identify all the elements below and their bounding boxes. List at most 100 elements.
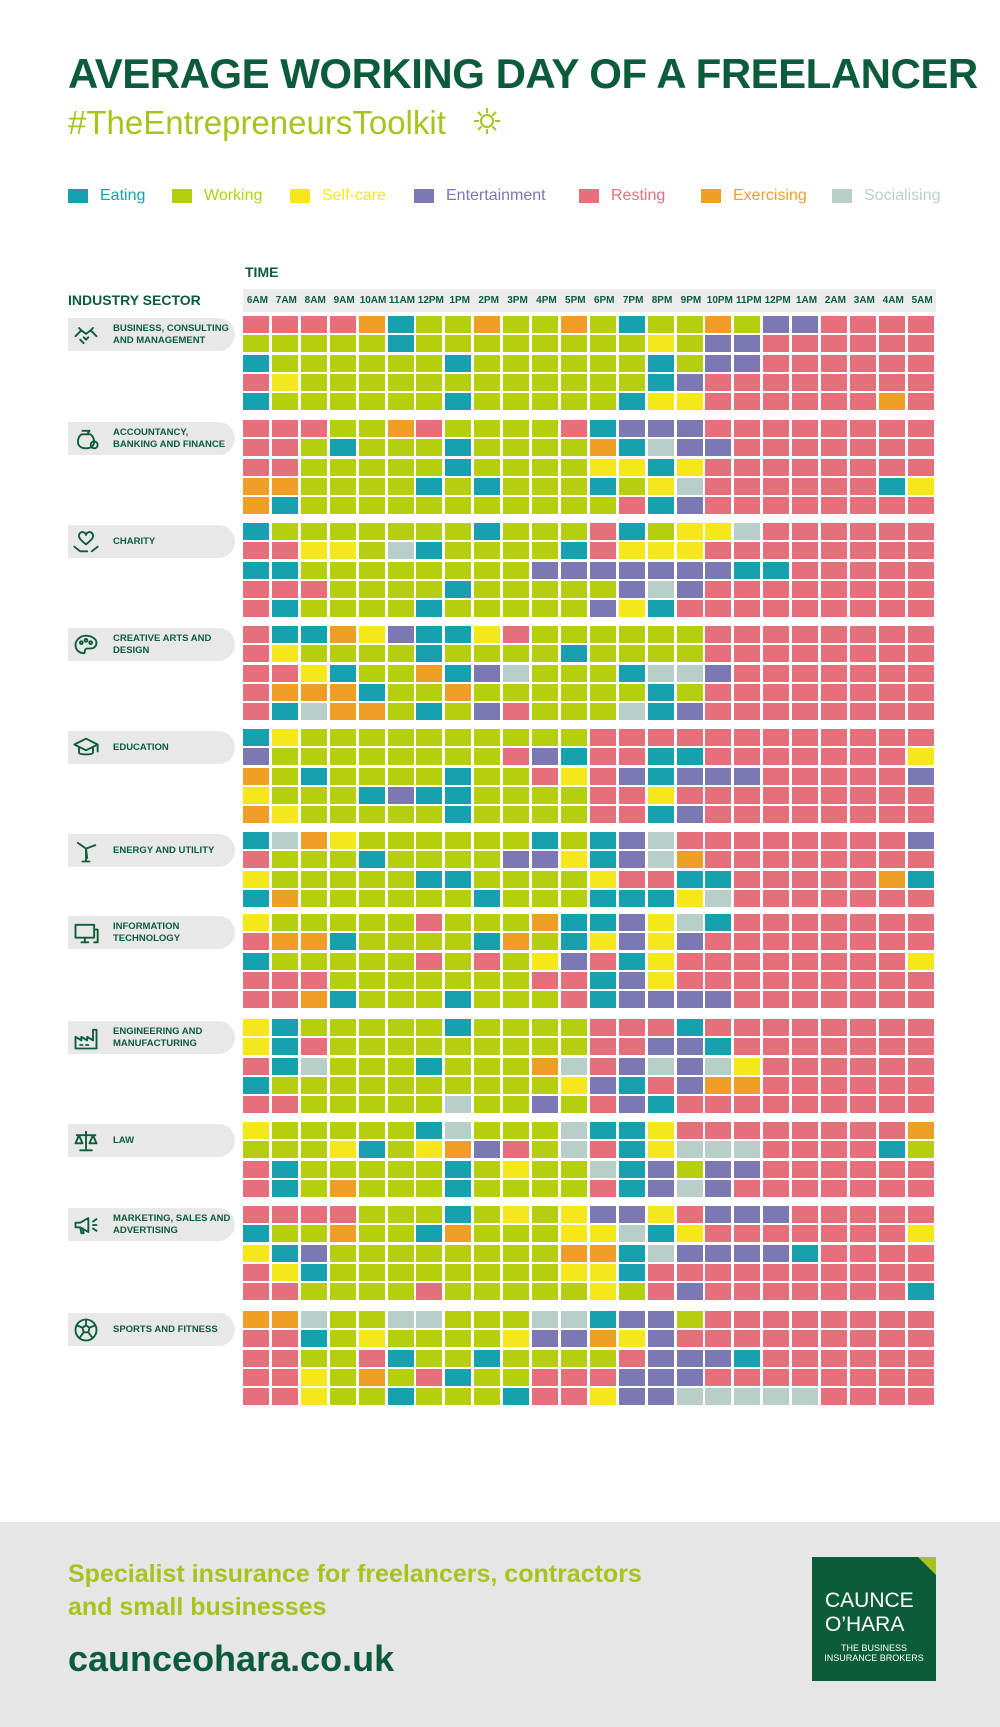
heatmap-cell (300, 806, 327, 824)
heatmap-cell (647, 354, 674, 372)
heatmap-cell (387, 991, 414, 1009)
heatmap-cell (329, 1311, 356, 1328)
computer-icon (72, 919, 100, 952)
heatmap-cell (647, 600, 674, 618)
heatmap-cell (358, 1038, 385, 1056)
heatmap-cell (300, 1096, 327, 1114)
heatmap-cell (589, 1057, 616, 1075)
heatmap-cell (560, 542, 587, 560)
heatmap-cell (243, 870, 269, 888)
heatmap-cell (271, 439, 298, 457)
heatmap-cell (618, 1349, 645, 1367)
heatmap-cell (503, 420, 530, 437)
heatmap-cell (503, 393, 530, 411)
heatmap-cell (676, 497, 703, 515)
heatmap-cell (907, 600, 934, 618)
heatmap-cell (474, 786, 501, 804)
heatmap-cell (849, 561, 876, 579)
heatmap-cell (734, 1122, 761, 1139)
heatmap-cell (358, 1311, 385, 1328)
heatmap-cell (358, 1096, 385, 1114)
sector-name: ENERGY AND UTILITY (113, 845, 215, 856)
heatmap-cell (358, 373, 385, 391)
heatmap-cell (445, 373, 472, 391)
heatmap-cell (792, 393, 819, 411)
heatmap-cell (589, 420, 616, 437)
heatmap-cell (792, 1349, 819, 1367)
heatmap-cell (445, 889, 472, 907)
heatmap-cell (821, 1283, 847, 1301)
heatmap-cell (300, 1057, 327, 1075)
heatmap-cell (878, 1330, 905, 1348)
heatmap-cell (329, 497, 356, 515)
heatmap-cell (358, 664, 385, 682)
heatmap-cell (271, 748, 298, 766)
heatmap-cell (849, 542, 876, 560)
heatmap-cell (416, 439, 443, 457)
heatmap-cell (532, 1244, 558, 1262)
heatmap-cell (705, 1330, 732, 1348)
heatmap-cell (878, 1263, 905, 1281)
heatmap-cell (503, 806, 530, 824)
heatmap-cell (416, 523, 443, 540)
heatmap-cell (618, 561, 645, 579)
heatmap-cell (445, 542, 472, 560)
heatmap-cell (589, 971, 616, 989)
heatmap-cell (647, 786, 674, 804)
heatmap-cell (300, 600, 327, 618)
heatmap-cell (416, 1206, 443, 1223)
heatmap-cell (387, 458, 414, 476)
sector-business-consulting-and-management: BUSINESS, CONSULTING AND MANAGEMENT (68, 318, 235, 351)
heatmap-cell (589, 1122, 616, 1139)
heatmap-cell (734, 683, 761, 701)
hour-tick-label: 11AM (388, 295, 415, 306)
heatmap-cell (416, 971, 443, 989)
heatmap-cell (676, 889, 703, 907)
heatmap-cell (734, 1368, 761, 1386)
heatmap-cell (618, 1244, 645, 1262)
heatmap-cell (878, 393, 905, 411)
heatmap-cell (792, 1096, 819, 1114)
heatmap-cell (243, 335, 269, 353)
heatmap-cell (358, 600, 385, 618)
heatmap-cell (618, 354, 645, 372)
heatmap-cell (474, 645, 501, 663)
heatmap-cell (618, 748, 645, 766)
heatmap-cell (734, 767, 761, 785)
heatmap-cell (618, 439, 645, 457)
heatmap-cell (792, 1330, 819, 1348)
heatmap-cell (878, 354, 905, 372)
heatmap-cell (445, 952, 472, 970)
heatmap-cell (821, 889, 847, 907)
heatmap-cell (532, 373, 558, 391)
heatmap-cell (387, 1225, 414, 1243)
heatmap-cell (243, 991, 269, 1009)
heatmap-cell (474, 1330, 501, 1348)
heatmap-cell (329, 439, 356, 457)
heatmap-cell (503, 477, 530, 495)
heatmap-cell (271, 561, 298, 579)
heatmap-cell (560, 600, 587, 618)
heatmap-cell (907, 1038, 934, 1056)
heatmap-cell (907, 1368, 934, 1386)
heatmap-cell (532, 664, 558, 682)
heatmap-cell (734, 523, 761, 540)
heatmap-cell (300, 889, 327, 907)
heatmap-cell (300, 561, 327, 579)
heatmap-cell (560, 1225, 587, 1243)
heatmap-cell (416, 497, 443, 515)
heatmap-cell (532, 1206, 558, 1223)
heatmap-cell (589, 914, 616, 931)
heatmap-cell (358, 767, 385, 785)
heatmap-cell (503, 1076, 530, 1094)
sector-name: EDUCATION (113, 742, 169, 753)
heatmap-cell (618, 1019, 645, 1036)
website-link[interactable]: caunceohara.co.uk (68, 1638, 395, 1679)
heatmap-cell (792, 767, 819, 785)
heatmap-cell (329, 1076, 356, 1094)
heatmap-cell (618, 497, 645, 515)
heatmap-cell (532, 991, 558, 1009)
heatmap-cell (821, 645, 847, 663)
heatmap-cell (907, 439, 934, 457)
heatmap-cell (416, 683, 443, 701)
